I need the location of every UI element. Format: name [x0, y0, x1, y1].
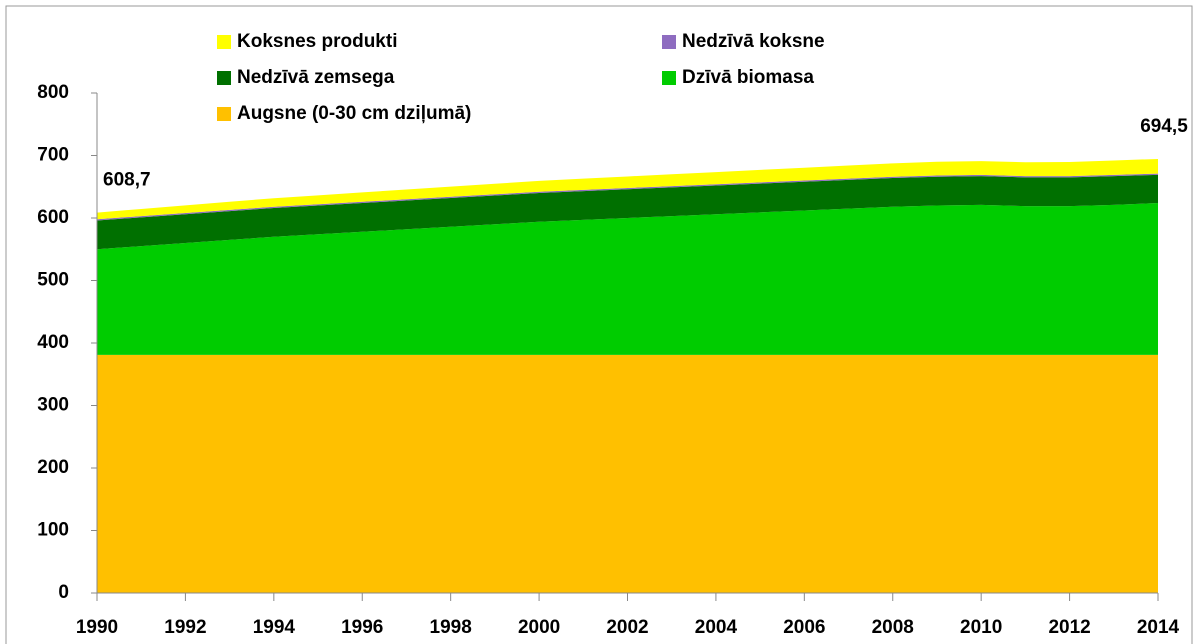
area: [97, 354, 1158, 593]
x-tick-label: 2000: [518, 617, 560, 638]
annotation: 694,5: [1140, 116, 1188, 137]
y-tick-label: 200: [37, 457, 69, 478]
y-tick-label: 600: [37, 207, 69, 228]
legend-swatch: [662, 71, 676, 85]
y-tick-label: 0: [58, 582, 69, 603]
x-tick-label: 1990: [76, 617, 118, 638]
x-tick-label: 2010: [960, 617, 1002, 638]
y-tick-label: 100: [37, 520, 69, 541]
y-tick-label: 400: [37, 332, 69, 353]
x-tick-label: 1992: [164, 617, 206, 638]
legend-swatch: [662, 35, 676, 49]
x-tick-label: 2008: [872, 617, 914, 638]
legend-label: Koksnes produkti: [237, 31, 397, 52]
legend-label: Augsne (0-30 cm dziļumā): [237, 103, 471, 124]
legend-label: Nedzīvā koksne: [682, 31, 825, 52]
legend-label: Dzīvā biomasa: [682, 67, 814, 88]
x-tick-label: 1994: [253, 617, 296, 638]
x-tick-label: 2012: [1048, 617, 1090, 638]
x-tick-label: 2002: [606, 617, 648, 638]
legend-swatch: [217, 35, 231, 49]
x-tick-label: 2014: [1137, 617, 1180, 638]
x-tick-label: 1996: [341, 617, 383, 638]
area: [97, 203, 1158, 355]
legend-swatch: [217, 107, 231, 121]
x-tick-label: 1998: [430, 617, 472, 638]
y-tick-label: 700: [37, 145, 69, 166]
x-tick-label: 2004: [695, 617, 738, 638]
y-tick-label: 500: [37, 270, 69, 291]
y-tick-label: 800: [37, 82, 69, 103]
area: [97, 174, 1158, 250]
legend-swatch: [217, 71, 231, 85]
legend-label: Nedzīvā zemsega: [237, 67, 395, 88]
area: [97, 158, 1158, 220]
x-tick-label: 2006: [783, 617, 825, 638]
annotation: 608,7: [103, 170, 151, 191]
chart-frame: [5, 5, 1193, 644]
y-tick-label: 300: [37, 395, 69, 416]
